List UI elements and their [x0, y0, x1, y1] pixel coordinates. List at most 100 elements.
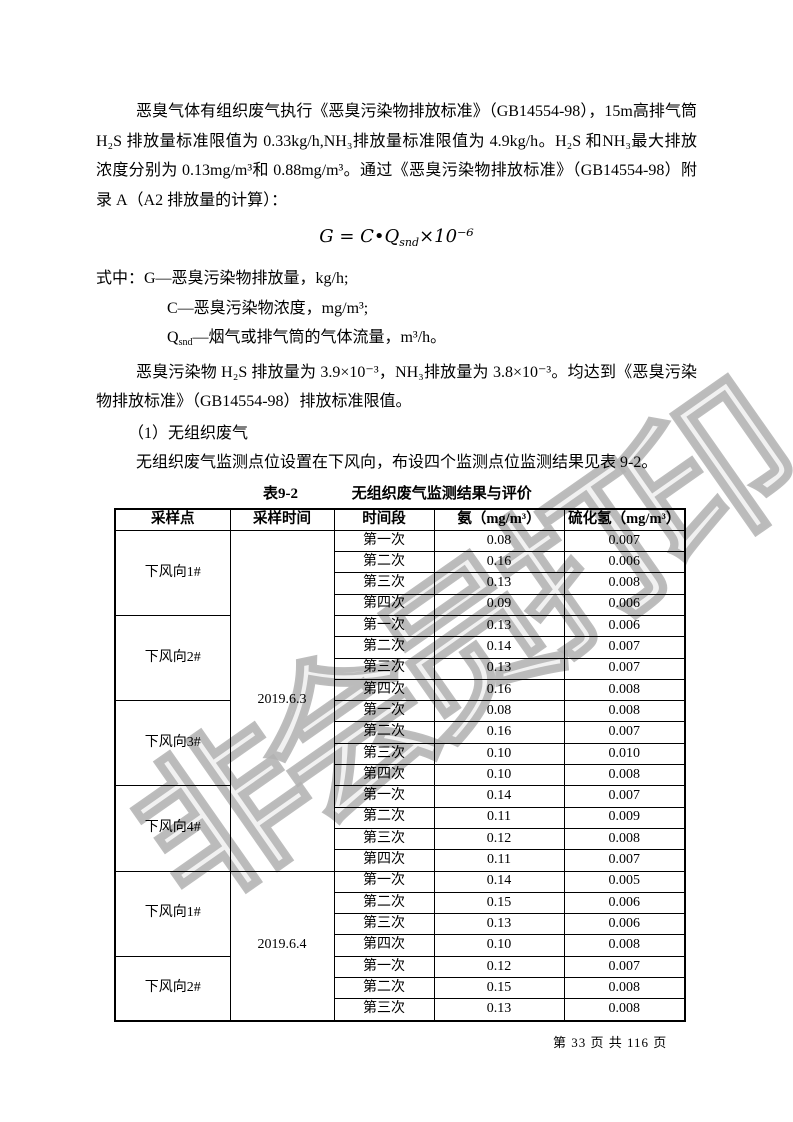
table-row: 第四次 0.10 0.008 — [115, 934, 686, 957]
cell-h2s: 0.006 — [563, 551, 686, 574]
page-number: 第 33 页 共 116 页 — [553, 1035, 668, 1050]
cell-h2s: 0.010 — [563, 742, 686, 766]
paragraph-emission-standard: 恶臭气体有组织废气执行《恶臭污染物排放标准》（GB14554-98），15m高排… — [96, 103, 697, 209]
cell-nh3: 0.16 — [433, 551, 565, 574]
definition-q: Qsnd—烟气或排气筒的气体流量，m³/h。 — [96, 323, 697, 358]
table-caption: 表9-2 无组织废气监测结果与评价 — [96, 482, 697, 506]
cell-nh3: 0.08 — [433, 700, 565, 723]
cell-period: 第一次 — [333, 700, 435, 723]
cell-period: 第一次 — [333, 614, 435, 638]
cell-h2s: 0.008 — [563, 998, 686, 1022]
cell-point: 下风向1# — [114, 870, 231, 957]
table-row: 第四次 0.16 0.008 — [115, 678, 686, 702]
cell-nh3: 0.16 — [433, 721, 565, 744]
table-row: 第二次 0.15 0.008 — [115, 977, 686, 1000]
cell-nh3: 0.08 — [433, 529, 565, 553]
cell-period: 第四次 — [333, 678, 435, 702]
cell-h2s: 0.007 — [563, 785, 686, 808]
emission-formula: G = C•Qsnd×10⁻⁶ — [96, 224, 697, 256]
cell-nh3: 0.15 — [433, 977, 565, 1000]
paragraph-monitoring-intro: 无组织废气监测点位设置在下风向，布设四个监测点位监测结果见表 9-2。 — [136, 454, 658, 471]
table-row: 第三次 0.10 0.010 — [115, 742, 686, 766]
cell-period: 第二次 — [333, 806, 435, 829]
header-ammonia: 氨（mg/m³） — [433, 508, 565, 531]
cell-h2s: 0.008 — [563, 764, 686, 787]
cell-h2s: 0.006 — [563, 614, 686, 638]
cell-nh3: 0.12 — [433, 827, 565, 851]
cell-h2s: 0.008 — [563, 827, 686, 851]
cell-period: 第二次 — [333, 977, 435, 1000]
table-row: 第二次 0.14 0.007 — [115, 636, 686, 659]
cell-period: 第四次 — [333, 849, 435, 872]
cell-nh3: 0.13 — [433, 657, 565, 680]
table-row: 第二次 0.16 0.007 — [115, 721, 686, 744]
definition-q-subscript: snd — [178, 337, 193, 348]
cell-date: 2019.6.3 — [229, 529, 335, 872]
table-caption-title: 无组织废气监测结果与评价 — [351, 485, 532, 502]
table-row: 下风向1# 2019.6.3 第一次 0.08 0.007 — [114, 529, 686, 872]
cell-period: 第四次 — [333, 593, 435, 616]
cell-nh3: 0.11 — [433, 849, 565, 872]
table-row: 下风向2# 第一次 0.12 0.007 — [114, 955, 686, 1022]
cell-h2s: 0.006 — [563, 891, 686, 915]
cell-period: 第一次 — [333, 870, 435, 893]
cell-h2s: 0.008 — [563, 977, 686, 1000]
table-row: 第三次 0.13 0.007 — [115, 657, 686, 680]
table-row: 下风向3# 第一次 0.08 0.008 — [114, 700, 686, 787]
header-sampling-point: 采样点 — [114, 508, 231, 531]
table-row: 第四次 0.11 0.007 — [115, 849, 686, 872]
cell-h2s: 0.007 — [563, 529, 686, 553]
table-row: 第二次 0.15 0.006 — [115, 891, 686, 915]
cell-point: 下风向1# — [114, 529, 231, 616]
cell-h2s: 0.006 — [563, 913, 686, 936]
cell-period: 第二次 — [333, 891, 435, 915]
cell-period: 第三次 — [333, 827, 435, 851]
cell-nh3: 0.09 — [433, 593, 565, 616]
cell-nh3: 0.13 — [433, 913, 565, 936]
cell-h2s: 0.006 — [563, 593, 686, 616]
cell-h2s: 0.009 — [563, 806, 686, 829]
header-h2s: 硫化氢（mg/m³） — [563, 508, 686, 531]
cell-h2s: 0.007 — [563, 657, 686, 680]
cell-period: 第四次 — [333, 764, 435, 787]
cell-h2s: 0.007 — [563, 636, 686, 659]
monitoring-table: 采样点 采样时间 时间段 氨（mg/m³） 硫化氢（mg/m³） 下风向1# 2… — [114, 507, 686, 1022]
cell-period: 第二次 — [333, 551, 435, 574]
cell-point: 下风向3# — [114, 700, 231, 787]
cell-period: 第三次 — [333, 742, 435, 766]
cell-period: 第三次 — [333, 998, 435, 1022]
header-sampling-time: 采样时间 — [229, 508, 335, 531]
cell-point: 下风向2# — [114, 614, 231, 702]
cell-h2s: 0.007 — [563, 721, 686, 744]
cell-nh3: 0.13 — [433, 572, 565, 595]
paragraph-emission-result: 恶臭污染物 H₂S 排放量为 3.9×10⁻³，NH₃排放量为 3.8×10⁻³… — [96, 363, 697, 411]
header-period: 时间段 — [333, 508, 435, 531]
cell-period: 第一次 — [333, 785, 435, 808]
cell-h2s: 0.005 — [563, 870, 686, 893]
cell-nh3: 0.16 — [433, 678, 565, 702]
page-content: 恶臭气体有组织废气执行《恶臭污染物排放标准》（GB14554-98），15m高排… — [96, 97, 697, 1022]
table-caption-number: 表9-2 — [263, 485, 298, 502]
cell-h2s: 0.008 — [563, 572, 686, 595]
cell-nh3: 0.10 — [433, 934, 565, 957]
cell-nh3: 0.15 — [433, 891, 565, 915]
definition-q-symbol: Q — [167, 329, 179, 346]
cell-period: 第三次 — [333, 657, 435, 680]
table-row: 第三次 0.13 0.008 — [115, 998, 686, 1022]
table-header-row: 采样点 采样时间 时间段 氨（mg/m³） 硫化氢（mg/m³） — [114, 508, 686, 531]
cell-point: 下风向4# — [114, 785, 231, 872]
cell-nh3: 0.14 — [433, 636, 565, 659]
cell-date: 2019.6.4 — [229, 870, 335, 1022]
cell-nh3: 0.14 — [433, 785, 565, 808]
cell-nh3: 0.14 — [433, 870, 565, 893]
cell-h2s: 0.008 — [563, 700, 686, 723]
definition-g: 式中：G—恶臭污染物排放量，kg/h; — [96, 270, 349, 287]
cell-period: 第四次 — [333, 934, 435, 957]
cell-period: 第一次 — [333, 529, 435, 553]
formula-subscript: snd — [399, 236, 420, 249]
cell-nh3: 0.10 — [433, 764, 565, 787]
cell-period: 第二次 — [333, 636, 435, 659]
cell-period: 第二次 — [333, 721, 435, 744]
section-heading: （1）无组织废气 — [128, 424, 249, 442]
